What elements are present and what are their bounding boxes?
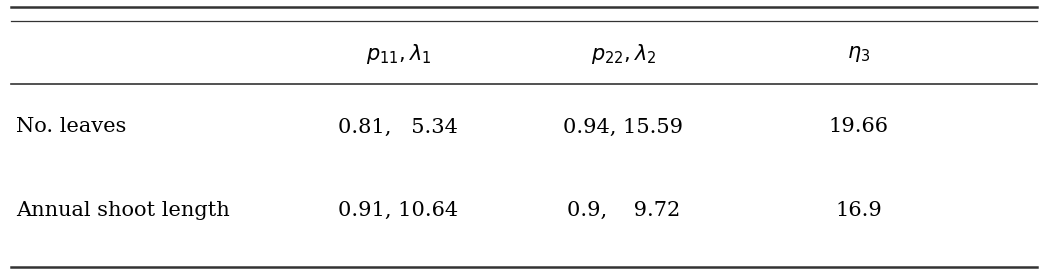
Text: Annual shoot length: Annual shoot length — [17, 201, 231, 220]
Text: $p_{22},\lambda_2$: $p_{22},\lambda_2$ — [591, 42, 656, 66]
Text: $\eta_3$: $\eta_3$ — [847, 45, 871, 65]
Text: 0.81,   5.34: 0.81, 5.34 — [339, 117, 458, 136]
Text: 0.9,    9.72: 0.9, 9.72 — [567, 201, 680, 220]
Text: $p_{11},\lambda_1$: $p_{11},\lambda_1$ — [366, 42, 431, 66]
Text: 16.9: 16.9 — [835, 201, 882, 220]
Text: 0.91, 10.64: 0.91, 10.64 — [339, 201, 458, 220]
Text: No. leaves: No. leaves — [17, 117, 127, 136]
Text: 0.94, 15.59: 0.94, 15.59 — [564, 117, 683, 136]
Text: 19.66: 19.66 — [829, 117, 889, 136]
